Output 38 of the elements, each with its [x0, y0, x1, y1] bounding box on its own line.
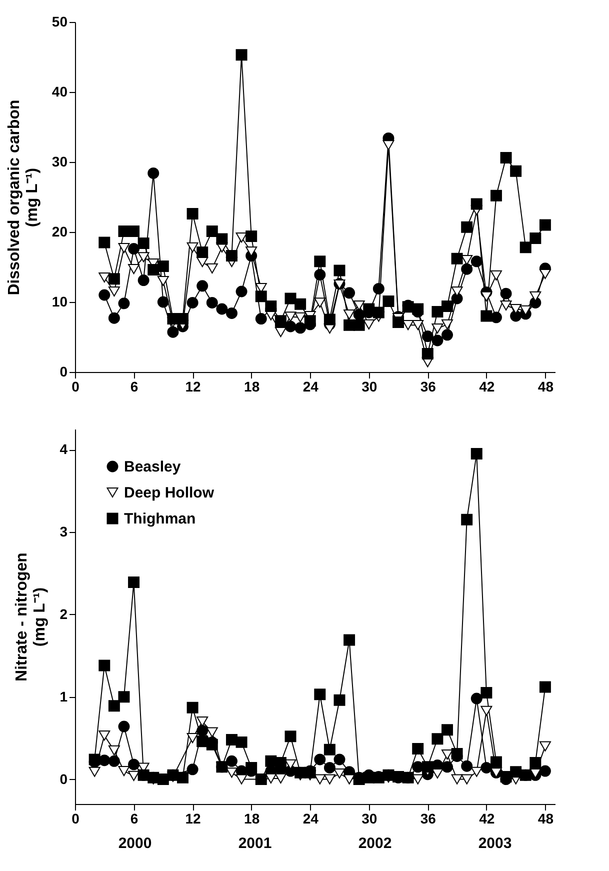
legend-label: Thighman — [124, 510, 196, 528]
text: 2001 — [238, 835, 272, 852]
x-tick-label: 24 — [302, 810, 319, 826]
y-axis-title: Nitrate - nitrogen (mg L⁻¹) — [14, 552, 49, 682]
y-tick-label: 30 — [52, 154, 68, 170]
x-tick-label: 24 — [302, 378, 319, 394]
text: 2003 — [478, 835, 512, 852]
y-tick-label: 40 — [52, 84, 68, 100]
x-tick-label: 18 — [244, 810, 260, 826]
legend-label: Beasley — [124, 458, 182, 476]
x-tick-label: 36 — [420, 810, 436, 826]
legend-label: Deep Hollow — [124, 484, 214, 502]
y-tick-label: 4 — [60, 441, 68, 458]
y-tick-label: 50 — [52, 14, 68, 30]
y-tick-label: 2 — [60, 606, 68, 622]
text: 2002 — [358, 835, 392, 852]
x-tick-label: 0 — [72, 378, 80, 394]
x-tick-label: 42 — [479, 810, 495, 826]
x-tick-label: 36 — [420, 378, 436, 394]
y-tick-label: 0 — [60, 364, 68, 380]
x-tick-label: 0 — [72, 810, 80, 826]
y-tick-label: 1 — [60, 688, 68, 704]
y-axis-title: Dissolved organic carbon (mg L⁻¹) — [6, 100, 41, 296]
x-tick-label: 42 — [479, 378, 495, 394]
y-tick-label: 10 — [52, 294, 68, 310]
x-tick-label: 12 — [185, 378, 202, 394]
x-tick-label: 12 — [185, 810, 202, 826]
y-tick-label: 3 — [60, 524, 68, 540]
x-tick-label: 30 — [362, 378, 378, 394]
x-tick-label: 48 — [538, 378, 554, 394]
y-tick-label: 20 — [52, 224, 68, 240]
x-tick-label: 18 — [244, 378, 260, 394]
x-tick-label: 6 — [130, 810, 138, 826]
x-tick-label: 6 — [130, 378, 138, 394]
y-tick-label: 0 — [60, 770, 68, 787]
text: 2000 — [118, 835, 152, 852]
x-tick-label: 30 — [362, 810, 378, 826]
x-tick-label: 48 — [538, 810, 554, 826]
